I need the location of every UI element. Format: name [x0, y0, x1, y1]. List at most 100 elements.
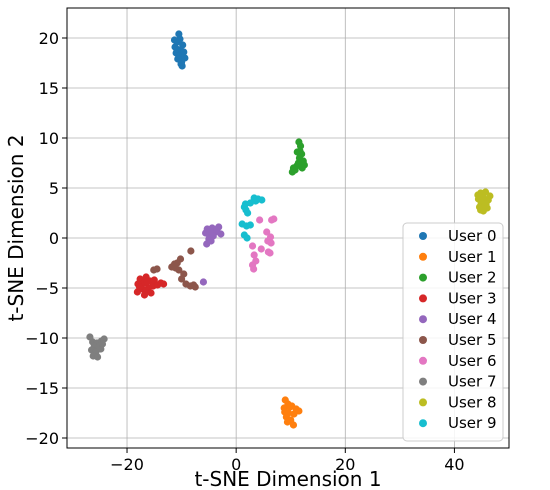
data-point: [147, 289, 155, 297]
y-axis-ticks: −20 −15 −10 −5 0 5 10 15 20: [25, 29, 67, 448]
data-point: [171, 264, 180, 272]
data-point: [266, 249, 274, 257]
legend-label: User 2: [448, 269, 497, 287]
data-point: [93, 353, 102, 361]
data-point: [176, 35, 184, 43]
series-user-0: [170, 30, 189, 70]
series-user-8: [474, 188, 494, 215]
y-tick-label: −20: [25, 429, 59, 448]
data-point: [294, 159, 302, 167]
y-tick-label: 15: [39, 79, 59, 98]
data-point: [250, 265, 258, 273]
x-axis-label: t-SNE Dimension 1: [194, 467, 381, 490]
series-user-7: [86, 333, 108, 361]
data-points: [86, 30, 494, 429]
data-point: [246, 221, 254, 229]
legend-label: User 5: [448, 331, 497, 349]
data-point: [248, 242, 257, 250]
data-point: [286, 403, 294, 411]
data-point: [289, 421, 298, 429]
series-user-3: [133, 273, 168, 299]
legend: User 0 User 1 User 2 User 3 User 4 User 5 User…: [402, 222, 504, 442]
y-tick-label: 10: [39, 129, 59, 148]
y-tick-label: −5: [35, 279, 59, 298]
y-tick-label: 20: [39, 29, 59, 48]
data-point: [479, 207, 487, 215]
data-point: [177, 60, 185, 68]
legend-box: [402, 222, 504, 442]
x-tick-label: 20: [335, 455, 355, 474]
legend-label: User 0: [448, 227, 497, 245]
legend-label: User 8: [448, 393, 497, 411]
legend-marker: [419, 315, 427, 324]
data-point: [244, 209, 252, 217]
data-point: [258, 196, 266, 204]
data-point: [291, 166, 299, 174]
data-point: [296, 147, 304, 155]
legend-marker: [419, 294, 427, 303]
data-point: [153, 265, 161, 273]
series-user-2: [288, 138, 308, 176]
legend-label: User 3: [448, 289, 497, 307]
plot-frame: [66, 7, 510, 449]
data-point: [252, 197, 260, 205]
x-tick-label: 0: [231, 455, 241, 474]
data-point: [217, 230, 225, 238]
legend-marker: [419, 273, 427, 282]
data-point: [267, 239, 275, 247]
x-axis-ticks: −20 0 20 40: [110, 448, 465, 474]
legend-marker: [419, 377, 427, 386]
legend-label: User 4: [448, 310, 497, 328]
data-point: [213, 225, 221, 233]
legend-label: User 1: [448, 248, 497, 266]
data-point: [173, 45, 181, 53]
data-point: [170, 36, 179, 44]
data-point: [189, 281, 198, 289]
data-point: [207, 237, 215, 245]
data-point: [283, 418, 292, 426]
y-tick-label: −15: [25, 379, 59, 398]
data-point: [98, 340, 107, 348]
data-point: [177, 275, 186, 283]
legend-marker: [419, 398, 427, 407]
series-user-6: [248, 215, 278, 273]
legend-label: User 7: [448, 373, 497, 391]
y-tick-label: 0: [49, 229, 59, 248]
data-point: [143, 278, 151, 286]
data-point: [243, 234, 251, 242]
data-point: [268, 216, 276, 224]
data-point: [250, 251, 258, 259]
data-point: [159, 280, 168, 288]
data-point: [298, 164, 306, 172]
series-user-5: [150, 247, 199, 291]
series-user-9: [238, 194, 266, 242]
data-point: [257, 245, 265, 253]
legend-marker: [419, 232, 427, 240]
data-point: [187, 247, 195, 255]
data-point: [263, 228, 271, 236]
data-point: [281, 408, 289, 416]
data-point: [199, 278, 208, 286]
x-tick-label: −20: [110, 455, 144, 474]
data-point: [135, 283, 144, 291]
legend-marker: [419, 356, 427, 365]
legend-label: User 9: [448, 414, 497, 432]
data-point: [292, 405, 300, 413]
series-user-1: [280, 396, 303, 429]
data-point: [180, 48, 188, 56]
legend-label: User 6: [448, 352, 497, 370]
data-point: [153, 281, 162, 289]
y-tick-label: 5: [49, 179, 59, 198]
legend-marker: [419, 419, 427, 428]
x-tick-label: 40: [444, 455, 464, 474]
data-point: [256, 216, 264, 224]
series-user-4: [199, 223, 225, 286]
legend-marker: [419, 336, 427, 344]
data-point: [474, 191, 482, 199]
data-point: [206, 227, 214, 235]
legend-marker: [419, 252, 427, 261]
y-axis-label: t-SNE Dimension 2: [4, 134, 28, 321]
data-point: [140, 291, 149, 299]
y-tick-label: −10: [25, 329, 59, 348]
